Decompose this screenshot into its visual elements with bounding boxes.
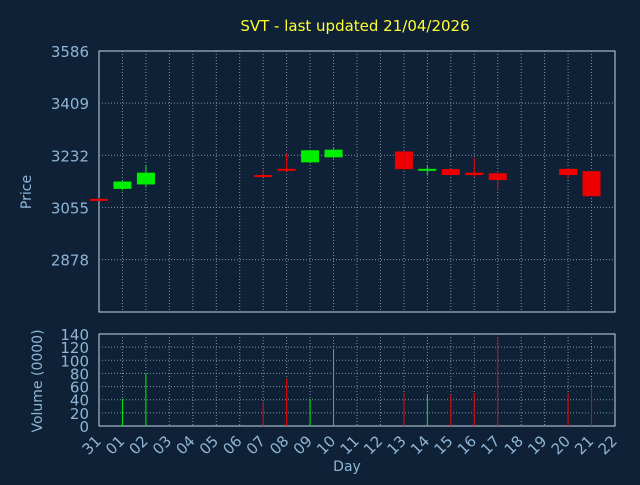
- price-tick-label: 3586: [51, 43, 89, 61]
- candle-body: [582, 171, 601, 197]
- volume-axis-label: Volume (0000): [30, 329, 46, 432]
- candle-31: [90, 198, 108, 201]
- candle-body: [136, 172, 155, 185]
- candle-13: [394, 151, 413, 170]
- candle-body: [465, 172, 484, 176]
- volume-tick-label: 120: [60, 339, 89, 357]
- candle-21: [582, 170, 601, 197]
- chart-title: SVT - last updated 21/04/2026: [240, 17, 469, 35]
- candle-body: [90, 198, 108, 201]
- candle-body: [277, 168, 296, 171]
- candle-10: [324, 148, 343, 159]
- candle-body: [559, 168, 578, 176]
- price-tick-label: 3409: [51, 95, 89, 113]
- candle-14: [418, 165, 437, 176]
- candle-02: [136, 165, 155, 188]
- price-tick-label: 3055: [51, 199, 89, 217]
- candle-body: [113, 181, 132, 189]
- candle-16: [465, 157, 484, 178]
- price-tick-label: 3232: [51, 147, 89, 165]
- price-panel: 3586 3409 3232 3055 2878: [51, 43, 616, 313]
- volume-tick-label: 0: [79, 418, 89, 436]
- candle-01: [113, 180, 132, 191]
- candle-body: [301, 150, 320, 163]
- volume-tick-label: 80: [70, 365, 89, 383]
- candle-20: [559, 168, 578, 179]
- volume-tick-label: 140: [60, 326, 89, 344]
- day-tick-labels: 3101020304050607080910111213141516171819…: [79, 432, 621, 458]
- day-axis-label: Day: [333, 459, 361, 475]
- candle-body: [324, 149, 343, 158]
- candle-body: [418, 168, 437, 171]
- candle-17: [488, 171, 507, 190]
- volume-tick-label: 100: [60, 352, 89, 370]
- volume-tick-label: 60: [70, 379, 89, 397]
- candle-body: [441, 169, 460, 176]
- candle-15: [441, 168, 460, 176]
- candle-body: [488, 173, 507, 181]
- price-tick-label: 2878: [51, 252, 89, 270]
- volume-tick-label: 20: [70, 405, 89, 423]
- candle-09: [301, 150, 320, 164]
- candle-08: [277, 153, 296, 172]
- price-axis-label: Price: [19, 175, 35, 209]
- volume-tick-label: 40: [70, 392, 89, 410]
- candle-body: [254, 175, 273, 178]
- candle-07: [254, 169, 273, 178]
- candle-body: [394, 151, 413, 170]
